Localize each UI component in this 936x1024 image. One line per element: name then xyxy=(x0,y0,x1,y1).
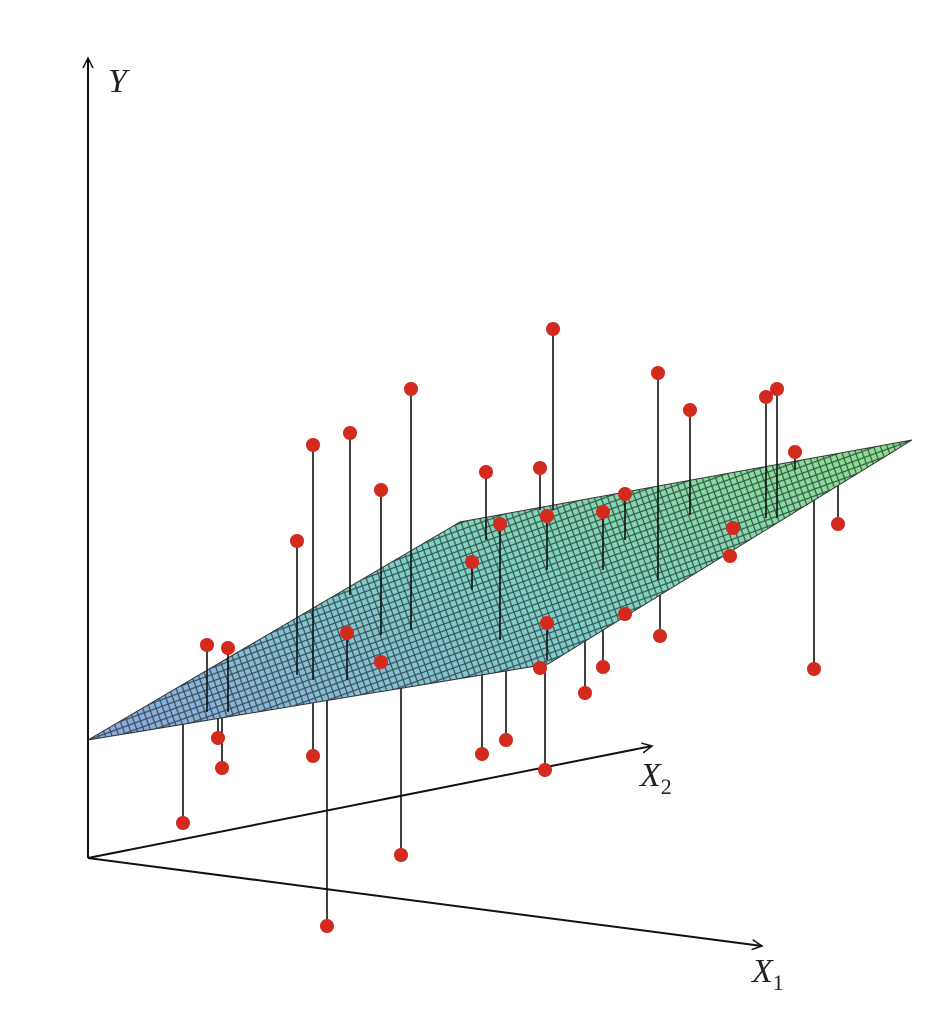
data-point xyxy=(723,549,737,563)
data-point xyxy=(578,686,592,700)
data-point xyxy=(374,483,388,497)
data-point xyxy=(290,534,304,548)
data-point xyxy=(546,322,560,336)
data-point xyxy=(533,461,547,475)
label-subscript: 1 xyxy=(773,970,784,995)
data-point xyxy=(221,641,235,655)
data-point xyxy=(788,445,802,459)
data-point xyxy=(211,731,225,745)
x2-axis-label: X2 xyxy=(638,757,672,799)
data-point xyxy=(759,390,773,404)
data-point xyxy=(540,509,554,523)
data-point xyxy=(340,626,354,640)
data-point xyxy=(493,517,507,531)
data-point xyxy=(374,655,388,669)
data-point xyxy=(394,848,408,862)
y-axis-label: Y xyxy=(108,63,130,100)
data-point xyxy=(618,607,632,621)
data-point xyxy=(831,517,845,531)
data-point xyxy=(499,733,513,747)
data-point xyxy=(475,747,489,761)
data-point xyxy=(538,763,552,777)
data-point xyxy=(807,662,821,676)
data-point xyxy=(306,749,320,763)
data-point xyxy=(306,438,320,452)
data-point xyxy=(651,366,665,380)
x2-axis xyxy=(87,746,652,859)
label-letter: X xyxy=(638,757,662,794)
x1-axis-label: X1 xyxy=(750,953,784,995)
data-point xyxy=(343,426,357,440)
x1-axis xyxy=(87,857,762,946)
data-point xyxy=(479,465,493,479)
data-point xyxy=(653,629,667,643)
data-point xyxy=(215,761,229,775)
data-point xyxy=(404,382,418,396)
data-point xyxy=(200,638,214,652)
label-letter: X xyxy=(750,953,774,990)
data-point xyxy=(770,382,784,396)
data-point xyxy=(540,616,554,630)
data-point xyxy=(596,660,610,674)
data-point xyxy=(596,505,610,519)
data-point xyxy=(683,403,697,417)
data-point xyxy=(533,661,547,675)
points xyxy=(176,322,845,933)
data-point xyxy=(726,521,740,535)
data-point xyxy=(176,816,190,830)
data-point xyxy=(320,919,334,933)
data-point xyxy=(465,555,479,569)
label-subscript: 2 xyxy=(661,774,672,799)
data-point xyxy=(618,487,632,501)
